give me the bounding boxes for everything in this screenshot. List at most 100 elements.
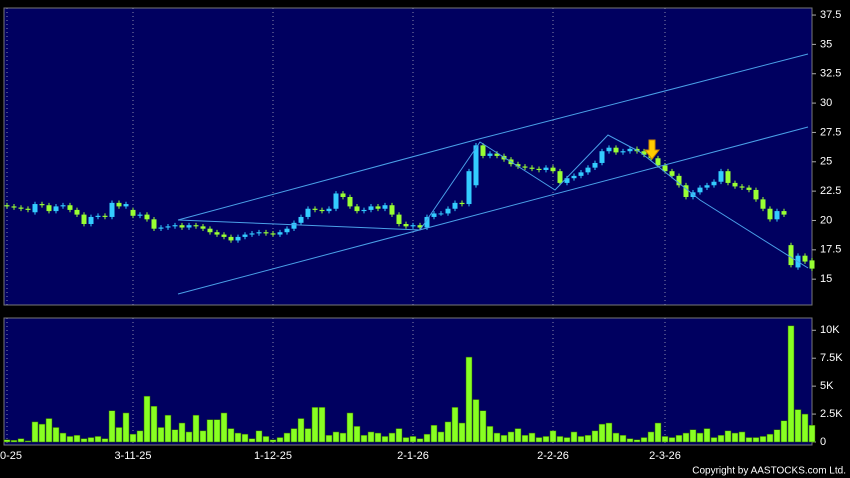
candle-body: [340, 193, 346, 197]
volume-bar: [395, 428, 403, 443]
y-tick-label: 20: [820, 214, 832, 226]
candle-body: [473, 145, 479, 186]
volume-panel: [3, 317, 813, 446]
candle-body: [123, 204, 129, 207]
volume-bar: [703, 428, 711, 443]
volume-bar: [122, 412, 130, 443]
candle-body: [438, 213, 444, 215]
volume-bar: [17, 438, 25, 443]
candle-body: [424, 216, 430, 228]
volume-bar: [787, 325, 795, 443]
y-tick-label: 35: [820, 38, 832, 50]
candle-body: [18, 207, 24, 209]
volume-bar: [465, 356, 473, 443]
candle-body: [368, 206, 374, 210]
candle-body: [179, 225, 185, 228]
candle-body: [781, 211, 787, 215]
volume-bar: [682, 432, 690, 443]
candle-body: [270, 233, 276, 235]
volume-bar: [675, 435, 683, 443]
volume-bar: [185, 431, 193, 443]
volume-bar: [549, 430, 557, 443]
candle-body: [305, 208, 311, 217]
candle-body: [704, 185, 710, 188]
volume-bar: [640, 437, 648, 443]
candle-body: [186, 225, 192, 228]
copyright: Copyright by AASTOCKS.com Ltd.: [692, 466, 846, 477]
volume-bar: [283, 432, 291, 443]
volume-bar: [10, 440, 18, 443]
y-tick-label: 5K: [820, 380, 834, 392]
volume-bar: [388, 432, 396, 443]
y-tick-label: 37.5: [820, 9, 841, 21]
volume-bar: [556, 436, 564, 443]
channel-line: [474, 53, 809, 141]
candle-body: [95, 215, 101, 217]
candle-body: [641, 151, 647, 155]
candle-body: [67, 205, 73, 210]
volume-bar: [115, 427, 123, 443]
volume-bar: [269, 439, 277, 443]
candle-body: [592, 162, 598, 168]
candle-body: [354, 206, 360, 212]
candle-body: [711, 181, 717, 186]
volume-bar: [444, 421, 452, 443]
volume-bar: [801, 413, 809, 443]
volume-bar: [528, 432, 536, 443]
volume-bar: [521, 435, 529, 443]
volume-bar: [458, 422, 466, 443]
candle-body: [676, 175, 682, 186]
volume-bar: [773, 429, 781, 443]
volume-bar: [290, 428, 298, 443]
volume-bar: [52, 427, 60, 443]
candle-body: [144, 214, 150, 220]
candle-body: [221, 234, 227, 237]
volume-bar: [402, 437, 410, 443]
candle-body: [4, 205, 10, 207]
channel-line: [177, 126, 809, 295]
volume-bar: [199, 430, 207, 443]
x-tick-label: 3-11-25: [114, 450, 151, 462]
y-tick-label: 32.5: [820, 68, 841, 80]
volume-bar: [808, 424, 816, 443]
candle-body: [564, 178, 570, 183]
volume-bar: [472, 399, 480, 443]
price-panel: [3, 7, 813, 306]
candle-body: [326, 208, 332, 212]
candle-body: [256, 232, 262, 234]
candle-body: [32, 204, 38, 213]
candle-body: [662, 165, 668, 172]
volume-bar: [535, 437, 543, 443]
volume-bar: [696, 432, 704, 443]
volume-bar: [192, 414, 200, 443]
candle-body: [655, 158, 661, 166]
candle-body: [172, 225, 178, 227]
volume-bar: [626, 438, 634, 443]
volume-bar: [339, 432, 347, 443]
volume-bar: [724, 430, 732, 443]
channel-line: [177, 139, 476, 221]
volume-bar: [101, 438, 109, 443]
volume-bar: [38, 423, 46, 443]
volume-bar: [661, 436, 669, 443]
volume-bar: [668, 437, 676, 443]
candle-body: [242, 234, 248, 237]
candle-body: [53, 206, 59, 212]
candle-body: [599, 151, 605, 163]
candle-body: [697, 187, 703, 193]
volume-bar: [94, 436, 102, 443]
volume-bar: [59, 432, 67, 443]
candle-body: [130, 209, 136, 216]
volume-bar: [143, 395, 151, 443]
volume-bar: [164, 414, 172, 443]
volume-bar: [514, 428, 522, 443]
candle-body: [46, 205, 52, 212]
candle-body: [487, 153, 493, 156]
volume-bar: [45, 418, 53, 443]
volume-bar: [360, 435, 368, 443]
candle-body: [522, 166, 528, 168]
volume-bar: [759, 436, 767, 443]
volume-bar: [717, 435, 725, 443]
candle-body: [760, 199, 766, 209]
candle-body: [683, 185, 689, 197]
